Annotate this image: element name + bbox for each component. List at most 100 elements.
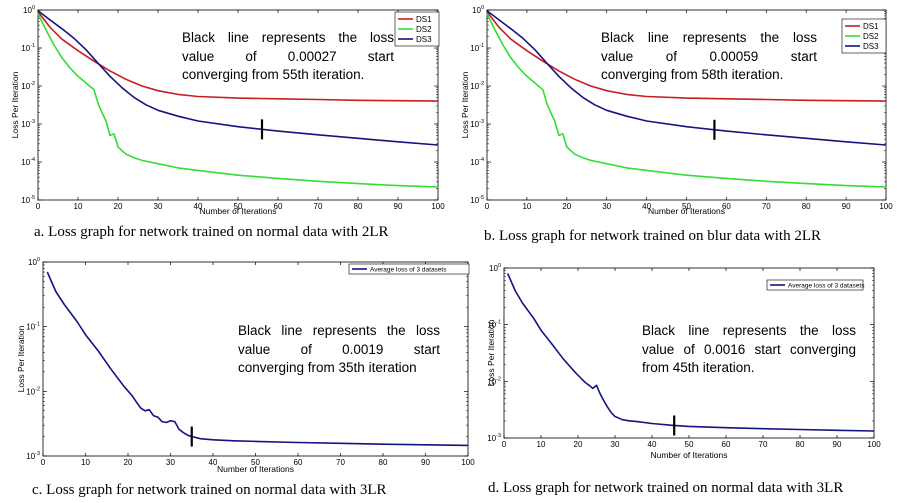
annotation-note-a: Black line represents the loss value of …: [182, 29, 394, 85]
x-tick-label: 70: [762, 202, 771, 211]
x-tick-label: 40: [642, 202, 651, 211]
y-tick-label: 10-1: [487, 320, 501, 330]
note-d-line-3: from 45th iteration.: [642, 360, 755, 375]
chart-panel-c: 0 10 20 30 40 50 60 70 80 90 100 100 10-1 10-2 10-3 Num…: [0, 252, 478, 478]
y-tick-label: 10-2: [21, 81, 35, 91]
y-tick-label: 10-5: [470, 195, 484, 205]
x-tick-label: 20: [114, 202, 123, 211]
chart-panel-d: 0 10 20 30 40 50 60 70 80 90 100 100 10-1 10-2 10-3 Num…: [484, 258, 884, 476]
x-tick-label: 30: [602, 202, 611, 211]
series-line-ds1: [37, 11, 439, 102]
x-tick-label: 30: [166, 458, 175, 467]
series-line-ds2: [37, 13, 439, 188]
x-tick-label: 100: [867, 440, 881, 449]
y-axis-label: Loss Per Iteration: [486, 319, 496, 386]
note-d-line-2: value of 0.0016 start converging: [642, 341, 856, 357]
plot-area-frame: [37, 9, 439, 201]
x-tick-label: 0: [36, 202, 41, 211]
y-tick-label: 10-1: [21, 43, 35, 53]
x-tick-label: 20: [562, 202, 571, 211]
series-line-ds1: [486, 11, 887, 102]
x-tick-label: 90: [421, 458, 430, 467]
x-tick-label: 10: [522, 202, 531, 211]
series-line-ds2: [486, 13, 887, 188]
chart-a-svg: 0 10 20 30 40 50 60 70 80 90 100 100 10-1 10-2 10-3 10-…: [10, 5, 445, 216]
y-tick-label: 100: [28, 257, 40, 267]
legend-label-ds1: DS1: [416, 15, 432, 24]
legend: Average loss of 3 datasets: [766, 279, 865, 291]
note-a-line-3: converging from 55th iteration.: [182, 67, 365, 82]
x-tick-label: 50: [682, 202, 691, 211]
y-tick-label: 10-3: [487, 433, 501, 443]
y-tick-label: 10-5: [21, 195, 35, 205]
chart-b-svg: 0 10 20 30 40 50 60 70 80 90 100 100 10-1 10-2 10-3 10-…: [460, 5, 893, 216]
x-tick-label: 30: [611, 440, 620, 449]
y-tick-label: 100: [489, 263, 501, 273]
x-tick-label: 60: [722, 440, 731, 449]
annotation-note-c: Black line represents the loss value of …: [238, 322, 440, 378]
x-tick-label: 10: [81, 458, 90, 467]
x-tick-label: 0: [502, 440, 507, 449]
y-tick-label: 100: [472, 5, 484, 15]
x-axis-label: Number of Iterations: [217, 464, 294, 474]
x-tick-label: 70: [336, 458, 345, 467]
y-tick-label: 10-1: [26, 322, 40, 332]
x-tick-label: 70: [759, 440, 768, 449]
chart-panel-b: 0 10 20 30 40 50 60 70 80 90 100 100 10-1 10-2 10-3 10-…: [452, 0, 897, 222]
note-a-line-2: value of 0.00027 start: [182, 48, 394, 64]
caption-b: b. Loss graph for network trained on blu…: [484, 228, 822, 244]
plot-area-frame: [42, 261, 469, 457]
x-tick-label: 100: [461, 458, 475, 467]
x-tick-label: 20: [124, 458, 133, 467]
y-tick-label: 100: [23, 5, 35, 15]
y-tick-label: 10-3: [21, 119, 35, 129]
x-tick-label: 10: [537, 440, 546, 449]
y-tick-label: 10-3: [26, 451, 40, 461]
x-tick-label: 70: [314, 202, 323, 211]
legend-label-ds3: DS3: [416, 35, 432, 44]
plot-area-frame: [486, 9, 887, 201]
legend-box: [348, 263, 470, 275]
y-axis-label: Loss Per Iteration: [10, 71, 20, 138]
x-tick-label: 100: [431, 202, 445, 211]
legend-label-ds3: DS3: [863, 42, 879, 51]
note-b-line-2: value of 0.00059 start: [601, 48, 817, 64]
legend-label-average: Average loss of 3 datasets: [370, 267, 447, 274]
legend: Average loss of 3 datasets: [348, 263, 470, 275]
x-tick-label: 50: [234, 202, 243, 211]
x-tick-label: 60: [294, 458, 303, 467]
series-line-average-loss-of-3-datasets: [46, 271, 469, 447]
legend-label-ds2: DS2: [416, 25, 432, 34]
x-tick-label: 50: [251, 458, 260, 467]
y-tick-label: 10-2: [470, 81, 484, 91]
note-c-line-3: converging from 35th iteration: [238, 360, 417, 375]
note-a-line-1: Black line represents the loss: [182, 30, 394, 45]
x-tick-label: 80: [802, 202, 811, 211]
series-line-average-loss-of-3-datasets: [506, 273, 875, 432]
caption-a: a. Loss graph for network trained on nor…: [34, 224, 389, 240]
x-tick-label: 90: [833, 440, 842, 449]
legend-label-ds2: DS2: [863, 32, 879, 41]
y-tick-label: 10-4: [470, 157, 484, 167]
note-b-line-1: Black line represents the loss: [601, 30, 817, 45]
x-tick-label: 80: [354, 202, 363, 211]
x-tick-label: 20: [574, 440, 583, 449]
chart-panel-a: 0 10 20 30 40 50 60 70 80 90 100 100 10-1 10-2 10-3 10-…: [0, 0, 448, 222]
x-tick-label: 50: [685, 440, 694, 449]
note-c-line-2: value of 0.0019 start: [238, 341, 440, 357]
x-tick-label: 40: [209, 458, 218, 467]
chart-d-svg: 0 10 20 30 40 50 60 70 80 90 100 100 10-1 10-2 10-3 Num…: [486, 263, 881, 460]
annotation-note-b: Black line represents the loss value of …: [601, 29, 817, 85]
note-b-line-3: converging from 58th iteration.: [601, 67, 784, 82]
plot-area-frame: [503, 267, 875, 439]
series-line-ds3: [37, 10, 439, 146]
x-tick-label: 0: [485, 202, 490, 211]
x-axis-label: Number of Iterations: [648, 206, 725, 216]
x-axis-label: Number of Iterations: [650, 450, 727, 460]
series-line-ds3: [486, 10, 887, 146]
y-axis-label: Loss Per Iteration: [460, 71, 470, 138]
x-tick-label: 90: [842, 202, 851, 211]
annotation-note-d: Black line represents the loss value of …: [642, 322, 856, 378]
